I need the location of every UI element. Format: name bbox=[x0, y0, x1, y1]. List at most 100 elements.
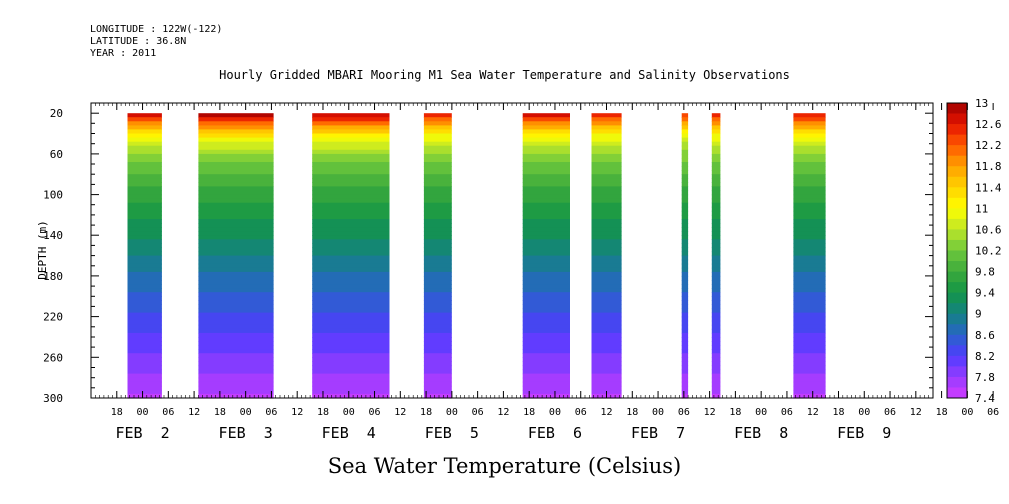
temperature-cell bbox=[591, 210, 622, 216]
temperature-cell bbox=[711, 223, 721, 228]
temperature-cell bbox=[127, 202, 162, 208]
temperature-cell bbox=[423, 251, 452, 257]
temperature-cell bbox=[127, 206, 162, 212]
temperature-cell bbox=[127, 296, 162, 301]
temperature-cell bbox=[711, 365, 721, 371]
colorbar-label: 8.6 bbox=[975, 329, 995, 342]
x-tick-label: 18 bbox=[111, 407, 123, 418]
temperature-cell bbox=[127, 304, 162, 310]
temperature-cell bbox=[127, 182, 162, 187]
temperature-cell bbox=[127, 345, 162, 350]
temperature-cell bbox=[312, 137, 390, 143]
temperature-cell bbox=[423, 288, 452, 293]
temperature-cell bbox=[522, 280, 570, 285]
temperature-cell bbox=[681, 271, 689, 277]
temperature-cell bbox=[127, 271, 162, 277]
temperature-cell bbox=[793, 235, 826, 240]
temperature-cell bbox=[681, 259, 689, 265]
temperature-cell bbox=[127, 263, 162, 269]
temperature-cell bbox=[591, 231, 622, 236]
temperature-cell bbox=[793, 345, 826, 350]
temperature-cell bbox=[793, 377, 826, 383]
temperature-cell bbox=[793, 389, 826, 395]
colorbar-label: 11.4 bbox=[975, 181, 1002, 194]
temperature-cell bbox=[127, 377, 162, 383]
temperature-cell bbox=[312, 243, 390, 249]
temperature-cell bbox=[127, 393, 162, 399]
temperature-cell bbox=[198, 284, 274, 289]
temperature-cell bbox=[522, 308, 570, 314]
temperature-cell bbox=[522, 361, 570, 367]
temperature-cell bbox=[127, 129, 162, 135]
temperature-cell bbox=[522, 353, 570, 358]
temperature-cell bbox=[522, 349, 570, 354]
temperature-cell bbox=[312, 385, 390, 391]
temperature-cell bbox=[423, 357, 452, 362]
temperature-cell bbox=[423, 239, 452, 244]
temperature-cell bbox=[127, 239, 162, 244]
temperature-cell bbox=[681, 137, 689, 143]
temperature-cell bbox=[198, 214, 274, 220]
temperature-cell bbox=[681, 174, 689, 179]
temperature-cell bbox=[793, 227, 826, 232]
temperature-cell bbox=[198, 133, 274, 139]
temperature-cell bbox=[522, 174, 570, 179]
temperature-cell bbox=[681, 157, 689, 163]
temperature-cell bbox=[198, 381, 274, 387]
temperature-cell bbox=[591, 361, 622, 367]
temperature-cell bbox=[681, 202, 689, 208]
temperature-cell bbox=[681, 393, 689, 399]
colorbar-swatch bbox=[947, 271, 967, 283]
temperature-cell bbox=[423, 166, 452, 171]
colorbar-label: 8.2 bbox=[975, 350, 995, 363]
temperature-cell bbox=[423, 316, 452, 322]
colorbar-swatch bbox=[947, 229, 967, 241]
temperature-cell bbox=[711, 190, 721, 196]
temperature-cell bbox=[591, 369, 622, 375]
colorbar-swatch bbox=[947, 134, 967, 146]
colorbar-swatch bbox=[947, 334, 967, 346]
temperature-cell bbox=[793, 153, 826, 159]
temperature-cell bbox=[793, 157, 826, 163]
temperature-cell bbox=[423, 198, 452, 204]
temperature-cell bbox=[423, 231, 452, 236]
temperature-cell bbox=[591, 145, 622, 151]
temperature-cell bbox=[127, 251, 162, 257]
temperature-cell bbox=[591, 308, 622, 314]
temperature-cell bbox=[793, 231, 826, 236]
temperature-cell bbox=[198, 263, 274, 269]
temperature-cell bbox=[591, 316, 622, 322]
temperature-cell bbox=[423, 255, 452, 261]
temperature-cell bbox=[522, 312, 570, 318]
colorbar-label: 10.2 bbox=[975, 245, 1002, 258]
axes: 18 00 06 12 18 00 06 12 18 00 06 12 18 00 06 12 18 00 06 12… bbox=[43, 102, 999, 442]
temperature-cell bbox=[711, 247, 721, 253]
temperature-cell bbox=[793, 137, 826, 143]
temperature-cell bbox=[127, 353, 162, 358]
temperature-cell bbox=[591, 320, 622, 326]
temperature-cell bbox=[312, 353, 390, 358]
temperature-cell bbox=[127, 133, 162, 139]
temperature-cell bbox=[793, 316, 826, 322]
x-day-label: FEB 8 bbox=[734, 424, 788, 442]
colorbar-swatch bbox=[947, 176, 967, 188]
temperature-cell bbox=[312, 393, 390, 399]
temperature-cell bbox=[198, 353, 274, 358]
temperature-cell bbox=[312, 129, 390, 135]
temperature-cell bbox=[522, 292, 570, 297]
data-segment bbox=[711, 113, 721, 399]
temperature-cell bbox=[711, 308, 721, 314]
y-axis-label: DEPTH (m) bbox=[36, 220, 49, 280]
x-tick-label: 00 bbox=[858, 407, 870, 418]
temperature-cell bbox=[522, 369, 570, 375]
temperature-cell bbox=[312, 345, 390, 350]
temperature-cell bbox=[312, 162, 390, 167]
temperature-cell bbox=[591, 223, 622, 228]
temperature-cell bbox=[423, 349, 452, 354]
temperature-cell bbox=[522, 300, 570, 305]
colorbar-label: 9 bbox=[975, 308, 982, 321]
x-tick-label: 12 bbox=[394, 407, 406, 418]
colorbar-swatch bbox=[947, 145, 967, 157]
temperature-cell bbox=[312, 377, 390, 383]
temperature-cell bbox=[198, 349, 274, 354]
